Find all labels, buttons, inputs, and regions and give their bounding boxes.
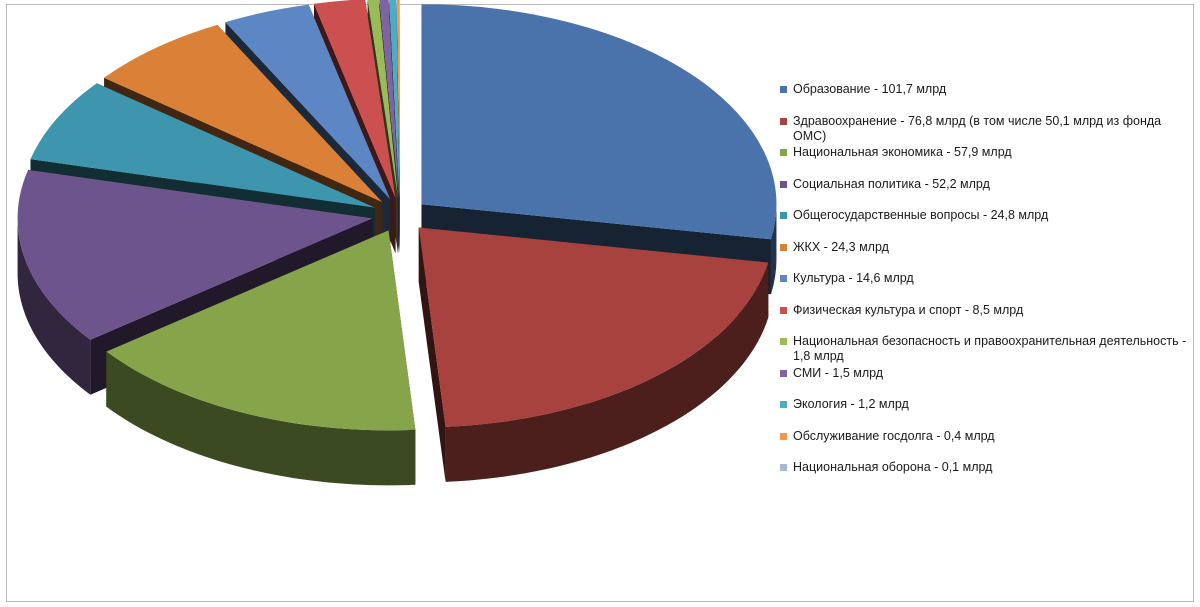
pie-slice <box>313 0 396 199</box>
pie-slice <box>396 0 400 199</box>
legend-label: Здравоохранение - 76,8 млрд (в том числе… <box>793 113 1162 143</box>
pie-slice <box>418 227 769 427</box>
legend-label: Обслуживание госдолга - 0,4 млрд <box>793 428 995 443</box>
legend-item: Культура - 14,6 млрд <box>780 271 1190 303</box>
legend-label: Физическая культура и спорт - 8,5 млрд <box>793 302 1024 317</box>
legend-item: ЖКХ - 24,3 млрд <box>780 240 1190 272</box>
pie-slice <box>30 83 375 208</box>
legend-item: Социальная политика - 52,2 млрд <box>780 177 1190 209</box>
legend-label: СМИ - 1,5 млрд <box>793 365 884 380</box>
pie-slice <box>367 0 399 199</box>
legend-label: Социальная политика - 52,2 млрд <box>793 176 990 191</box>
legend-swatch <box>780 464 787 471</box>
pie-slice <box>399 0 400 199</box>
slice-wall-radial <box>418 227 446 482</box>
legend-swatch <box>780 369 787 377</box>
legend-label: Экология - 1,2 млрд <box>793 397 909 411</box>
legend-swatch <box>780 338 787 345</box>
legend-swatch <box>780 212 787 219</box>
slice-wall-outer <box>445 262 769 482</box>
legend-item: СМИ - 1,5 млрд <box>780 366 1190 398</box>
legend-swatch <box>780 401 787 408</box>
legend-swatch <box>780 306 787 314</box>
legend-label: Общегосударственные вопросы - 24,8 млрд <box>793 208 1049 222</box>
legend-item: Здравоохранение - 76,8 млрд (в том числе… <box>780 114 1190 146</box>
legend-swatch <box>780 275 787 282</box>
pie-slice <box>379 0 399 199</box>
slice-wall-outer <box>106 351 416 486</box>
legend-swatch <box>780 117 787 125</box>
legend-swatch <box>780 432 787 440</box>
legend-item: Национальная экономика - 57,9 млрд <box>780 145 1190 177</box>
legend-label: ЖКХ - 24,3 млрд <box>793 239 889 254</box>
legend-swatch <box>780 243 787 251</box>
legend: Образование - 101,7 млрд Здравоохранение … <box>780 82 1190 492</box>
pie-slice <box>17 169 373 340</box>
legend-label: Национальная экономика - 57,9 млрд <box>793 145 1012 159</box>
legend-label: Национальная оборона - 0,1 млрд <box>793 460 993 474</box>
legend-swatch <box>780 149 787 156</box>
legend-swatch <box>780 86 787 93</box>
slice-wall-outer <box>770 204 777 295</box>
slice-wall-outer <box>17 218 91 395</box>
legend-item: Образование - 101,7 млрд <box>780 82 1190 114</box>
pie-slice <box>106 230 416 431</box>
legend-item: Экология - 1,2 млрд <box>780 397 1190 429</box>
pie-slice <box>104 24 383 203</box>
legend-swatch <box>780 180 787 188</box>
legend-item: Национальная оборона - 0,1 млрд <box>780 460 1190 492</box>
legend-label: Национальная безопасность и правоохранит… <box>793 334 1187 363</box>
legend-item: Физическая культура и спорт - 8,5 млрд <box>780 303 1190 335</box>
legend-item: Обслуживание госдолга - 0,4 млрд <box>780 429 1190 461</box>
legend-label: Культура - 14,6 млрд <box>793 271 914 285</box>
pie-slice <box>225 4 391 200</box>
pie-slice <box>389 0 400 199</box>
legend-item: Национальная безопасность и правоохранит… <box>780 334 1190 366</box>
legend-label: Образование - 101,7 млрд <box>793 82 947 96</box>
pie-slice <box>421 4 777 240</box>
legend-item: Общегосударственные вопросы - 24,8 млрд <box>780 208 1190 240</box>
